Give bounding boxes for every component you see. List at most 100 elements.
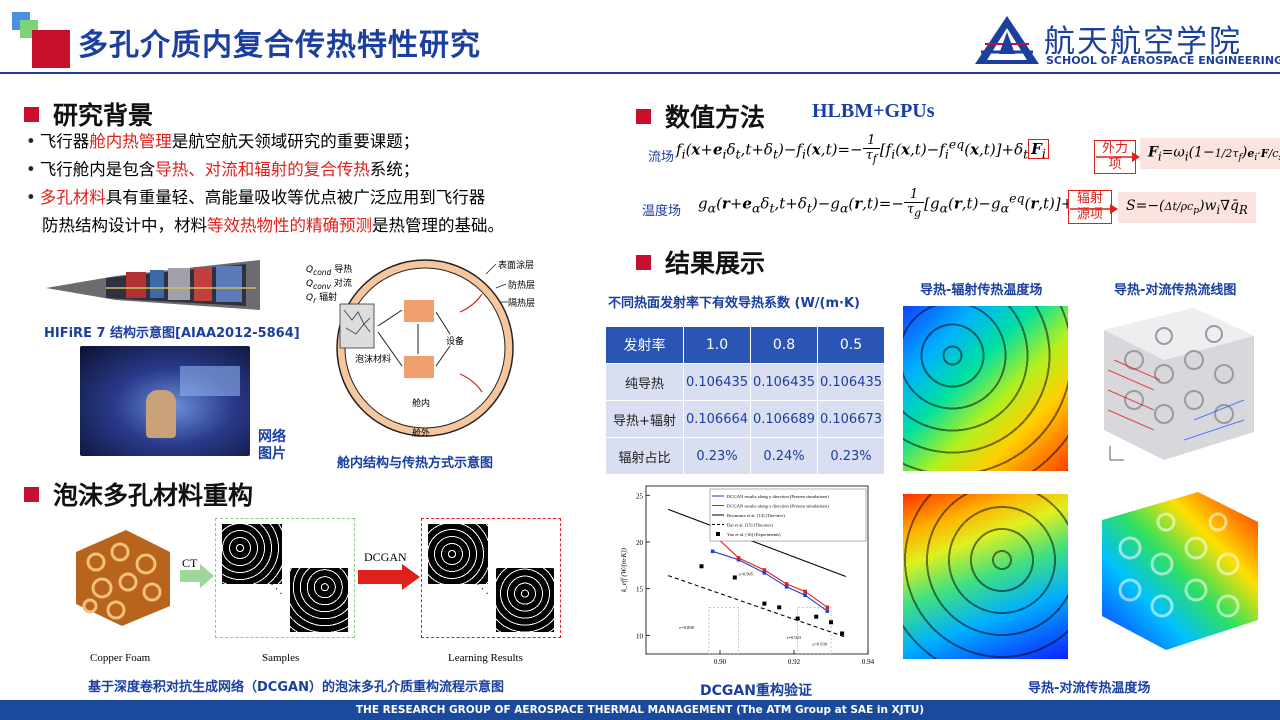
learning-label: Learning Results xyxy=(448,652,523,664)
rad-temp-caption: 导热-辐射传热温度场 xyxy=(920,283,1043,298)
cabin-caption: 舱内结构与传热方式示意图 xyxy=(337,456,494,471)
chart-hatch-region xyxy=(797,607,832,655)
table-cell: 0.106435 xyxy=(683,363,751,401)
chart-point xyxy=(736,557,741,562)
table-cell: 0.106664 xyxy=(683,400,751,438)
table-cell: 0.106673 xyxy=(817,400,885,438)
section-bullet-icon xyxy=(636,254,651,270)
foam-heading: 泡沫多孔材料重构 xyxy=(24,476,253,512)
conv-temp-3d-image xyxy=(1102,492,1258,650)
bullet-line-1: • 飞行器舱内热管理是航空航天领域研究的重要课题； xyxy=(26,132,420,151)
conv-streamline-image xyxy=(1104,308,1254,461)
sample-slice-1 xyxy=(222,524,282,584)
rad-temp-field-image xyxy=(903,306,1068,471)
chart-point xyxy=(762,571,767,575)
cabin-photo-panel xyxy=(180,366,240,396)
sample-slice-2 xyxy=(290,568,348,632)
samples-box xyxy=(215,518,355,638)
rad-temp-foam-overlay xyxy=(903,306,1068,471)
chart-point xyxy=(732,575,737,580)
table-header-cell: 发射率 xyxy=(605,326,684,364)
chart-legend-label: Yao et al. [16] (Experiments) xyxy=(727,532,781,537)
bullet-line-3: • 多孔材料具有重量轻、高能量吸收等优点被广泛应用到飞行器 xyxy=(26,188,486,207)
validation-caption: DCGAN重构验证 xyxy=(700,683,812,699)
chart-x-tick-label: 0.94 xyxy=(862,658,875,666)
copper-foam-image xyxy=(76,530,170,626)
table-cell: 0.24% xyxy=(750,437,818,475)
cabin-label-inside: 舱内 xyxy=(412,399,431,409)
table-header-row: 发射率 1.0 0.8 0.5 xyxy=(605,326,885,364)
cabin-photo xyxy=(80,346,250,456)
cabin-label-foam: 泡沫材料 xyxy=(355,355,392,365)
conv-stream-caption: 导热-对流传热流线图 xyxy=(1114,283,1237,298)
chart-point xyxy=(736,556,741,560)
samples-label: Samples xyxy=(262,652,300,664)
chart-point xyxy=(795,616,800,621)
school-logo-icon xyxy=(975,16,1039,64)
chart-point xyxy=(762,601,767,606)
chart-legend-label: Boomsma et al. [14] (Theories) xyxy=(727,513,785,518)
table-cell: 纯导热 xyxy=(605,363,684,401)
chart-y-tick-label: 15 xyxy=(636,586,644,594)
hifire-caption: HIFiRE 7 结构示意图[AIAA2012-5864] xyxy=(44,326,300,341)
footer-bar: THE RESEARCH GROUP OF AEROSPACE THERMAL … xyxy=(0,700,1280,720)
cabin-legend-qconv: Qconv 对流 xyxy=(306,279,352,291)
chart-point xyxy=(814,614,819,619)
chart-point xyxy=(777,605,782,610)
table-cell: 0.23% xyxy=(683,437,751,475)
chart-annotation: ε=0.923 xyxy=(787,635,802,640)
ct-label: CT xyxy=(182,556,198,570)
chart-annotation: ε=0.898 xyxy=(679,625,694,630)
bullet-line-2: • 飞行舱内是包含导热、对流和辐射的复合传热系统； xyxy=(26,160,420,179)
chart-hatch-region xyxy=(708,607,739,655)
network-caption-1: 网络 xyxy=(258,429,286,445)
section-bullet-icon xyxy=(24,106,39,122)
results-heading: 结果展示 xyxy=(636,244,765,280)
background-heading: 研究背景 xyxy=(24,96,153,132)
chart-point xyxy=(840,631,845,636)
chart-y-axis-label: k_eff (W/(m·K)) xyxy=(620,547,628,592)
conv-temp-field-image xyxy=(903,494,1068,659)
bullet-line-4: 防热结构设计中，材料等效热物性的精确预测是热管理的基础。 xyxy=(42,216,504,235)
learning-box xyxy=(421,518,561,638)
chart-annotation: ε=0.905 xyxy=(739,572,754,577)
cabin-label-outside: 舱外 xyxy=(412,429,431,439)
hifire-structure-image xyxy=(46,260,260,310)
dcgan-arrow-icon xyxy=(358,564,420,590)
temp-equation: gα(r+eαδt,t+δt)−gα(r,t)=− 1 τg[gα(r,t)−gαe… xyxy=(698,188,1090,221)
chart-legend-box xyxy=(709,488,867,542)
chart-y-tick-label: 10 xyxy=(636,632,644,640)
temp-label: 温度场 xyxy=(642,204,682,219)
cabin-label-thermal: 防热层 xyxy=(508,281,536,291)
chart-x-tick-label: 0.92 xyxy=(788,658,801,666)
cabin-legend-qr: Qr 辐射 xyxy=(306,293,338,305)
logo-en: SCHOOL OF AEROSPACE ENGINEERING xyxy=(1046,54,1280,67)
chart-annotation: ε=0.930 xyxy=(813,642,828,647)
chart-point xyxy=(699,564,704,569)
table-cell: 0.106689 xyxy=(750,400,818,438)
header-divider xyxy=(0,72,1280,74)
chart-legend-label: DCGAN results along y direction (Present… xyxy=(727,494,829,499)
table-header-cell: 0.8 xyxy=(750,326,818,364)
dcgan-label: DCGAN xyxy=(364,550,407,564)
page-title: 多孔介质内复合传热特性研究 xyxy=(78,28,481,63)
table-title: 不同热面发射率下有效导热系数 (W/(m·K) xyxy=(608,296,860,311)
chart-legend-label: Dai et al. [15] (Theories) xyxy=(727,523,773,528)
chart-legend-swatch xyxy=(716,532,720,536)
method-subtitle: HLBM+GPUs xyxy=(812,100,935,122)
foam-caption: 基于深度卷积对抗生成网络（DCGAN）的泡沫多孔介质重构流程示意图 xyxy=(88,680,504,695)
chart-point xyxy=(803,589,807,594)
ct-arrow-icon xyxy=(180,564,214,588)
chart-series-line xyxy=(668,575,846,638)
chart-y-tick-label: 25 xyxy=(636,492,644,500)
table-cell: 0.106435 xyxy=(750,363,818,401)
rad-term-box: 辐射 源项 xyxy=(1068,190,1112,224)
flow-label: 流场 xyxy=(648,150,675,165)
chart-legend-label: DCGAN results along x direction (Present… xyxy=(727,504,829,509)
cabin-photo-seat xyxy=(146,390,176,438)
section-bullet-icon xyxy=(636,108,651,124)
chart-series-line xyxy=(668,508,846,578)
section-bullet-icon xyxy=(24,486,39,502)
cabin-legend-qcond: Qcond 导热 xyxy=(306,265,353,277)
